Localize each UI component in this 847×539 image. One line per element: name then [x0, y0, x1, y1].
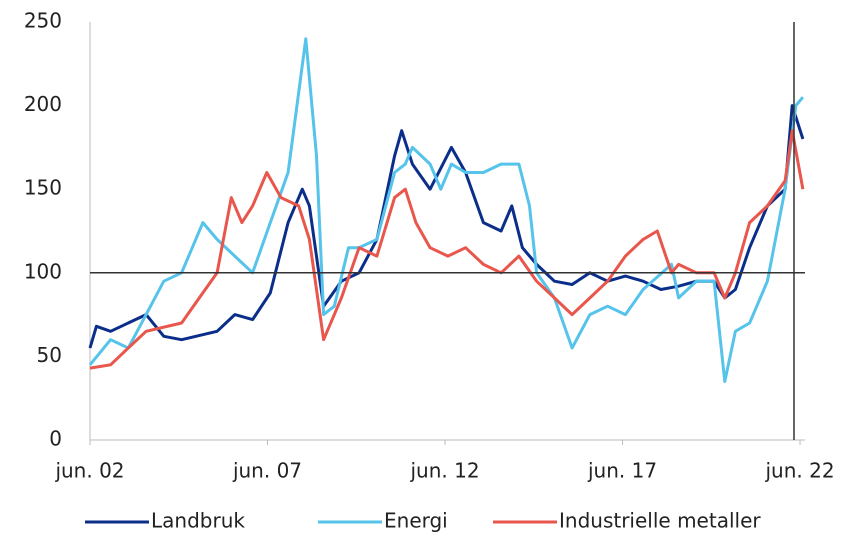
series-line — [89, 129, 805, 370]
y-tick-label: 0 — [49, 427, 62, 451]
y-tick-label: 100 — [24, 259, 62, 283]
legend-label: Energi — [384, 509, 448, 533]
x-tick-label: jun. 22 — [764, 459, 834, 483]
y-tick-label: 50 — [37, 343, 62, 367]
y-tick-label: 250 — [24, 9, 62, 33]
series-line — [88, 104, 805, 349]
legend-label: Landbruk — [151, 509, 245, 533]
x-tick-label: jun. 17 — [587, 459, 657, 483]
series-line — [88, 37, 805, 383]
x-tick-label: jun. 12 — [409, 459, 479, 483]
x-tick-label: jun. 02 — [54, 459, 124, 483]
legend-label: Industrielle metaller — [559, 509, 761, 533]
x-tick-label: jun. 07 — [232, 459, 302, 483]
y-tick-label: 200 — [24, 92, 62, 116]
y-tick-label: 150 — [24, 176, 62, 200]
